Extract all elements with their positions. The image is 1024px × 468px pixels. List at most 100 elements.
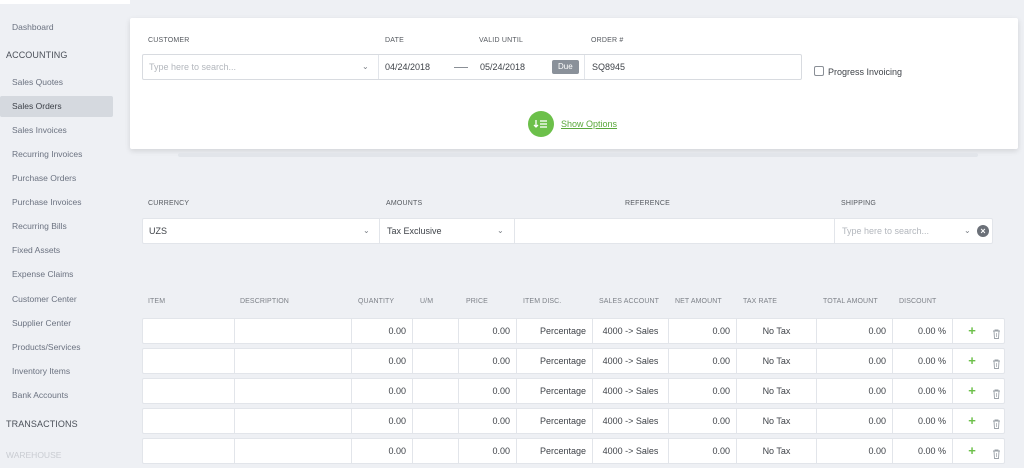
description-input[interactable] (235, 439, 352, 463)
sidebar-item-fixed-assets[interactable]: Fixed Assets (12, 245, 61, 255)
sales-account-select[interactable]: 4000 -> Sales (593, 319, 669, 343)
um-input[interactable] (413, 349, 459, 373)
main-content: CUSTOMER DATE VALID UNTIL ORDER # Type h… (130, 0, 1024, 468)
item-input[interactable] (143, 319, 235, 343)
plus-icon[interactable]: + (968, 353, 976, 368)
description-input[interactable] (235, 319, 352, 343)
tax-rate-select[interactable]: No Tax (737, 379, 817, 403)
checkbox-box[interactable] (814, 66, 824, 76)
um-input[interactable] (413, 439, 459, 463)
sidebar-item-sales-invoices[interactable]: Sales Invoices (12, 125, 67, 135)
shipping-label: SHIPPING (841, 200, 877, 207)
sort-list-icon[interactable] (528, 111, 554, 137)
sidebar-item-supplier-center[interactable]: Supplier Center (12, 318, 72, 328)
discount-input[interactable]: 0.00 % (893, 349, 953, 373)
sidebar-item-purchase-orders[interactable]: Purchase Orders (12, 173, 77, 183)
reference-input[interactable] (521, 219, 831, 243)
discount-input[interactable]: 0.00 % (893, 319, 953, 343)
valid-until-input[interactable]: 05/24/2018 (480, 62, 526, 72)
col-header-quantity: QUANTITY (358, 298, 395, 305)
item-input[interactable] (143, 349, 235, 373)
sidebar-item-dashboard[interactable]: Dashboard (12, 22, 54, 32)
discount-input[interactable]: 0.00 % (893, 439, 953, 463)
order-number-input[interactable]: SQ8945 (592, 62, 626, 72)
plus-icon[interactable]: + (968, 323, 976, 338)
tax-rate-select[interactable]: No Tax (737, 349, 817, 373)
shipping-search-input[interactable]: Type here to search... (842, 226, 930, 236)
chevron-down-icon[interactable]: ⌄ (362, 62, 369, 71)
quantity-input[interactable]: 0.00 (352, 379, 413, 403)
quantity-input[interactable]: 0.00 (352, 319, 413, 343)
plus-icon[interactable]: + (968, 383, 976, 398)
description-input[interactable] (235, 409, 352, 433)
item-input[interactable] (143, 379, 235, 403)
trash-icon[interactable] (992, 356, 1001, 369)
quantity-input[interactable]: 0.00 (352, 439, 413, 463)
um-input[interactable] (413, 409, 459, 433)
item-disc-select[interactable]: Percentage (517, 319, 593, 343)
sidebar-heading-accounting[interactable]: ACCOUNTING (6, 50, 68, 60)
currency-label: CURRENCY (148, 200, 190, 207)
chevron-down-icon[interactable]: ⌄ (497, 226, 504, 235)
sidebar-item-expense-claims[interactable]: Expense Claims (12, 269, 74, 279)
trash-icon[interactable] (992, 386, 1001, 399)
trash-icon[interactable] (992, 326, 1001, 339)
progress-invoicing-checkbox[interactable]: Progress Invoicing (814, 66, 902, 77)
sidebar-item-sales-quotes[interactable]: Sales Quotes (12, 77, 64, 87)
plus-icon[interactable]: + (968, 413, 976, 428)
price-input[interactable]: 0.00 (459, 409, 517, 433)
sales-account-select[interactable]: 4000 -> Sales (593, 439, 669, 463)
item-input[interactable] (143, 409, 235, 433)
sidebar-item-customer-center[interactable]: Customer Center (12, 294, 77, 304)
sidebar-item-sales-orders[interactable]: Sales Orders (0, 96, 113, 117)
chevron-down-icon[interactable]: ⌄ (964, 226, 971, 235)
discount-input[interactable]: 0.00 % (893, 379, 953, 403)
sidebar-item-recurring-invoices[interactable]: Recurring Invoices (12, 149, 83, 159)
plus-icon[interactable]: + (968, 443, 976, 458)
clear-icon[interactable]: × (977, 225, 989, 237)
sales-account-select[interactable]: 4000 -> Sales (593, 349, 669, 373)
item-disc-select[interactable]: Percentage (517, 439, 593, 463)
top-strip (0, 0, 130, 4)
quantity-input[interactable]: 0.00 (352, 409, 413, 433)
col-header-sales-account: SALES ACCOUNT (599, 298, 660, 305)
sidebar-heading-transactions[interactable]: TRANSACTIONS (6, 419, 78, 429)
sidebar-item-bank-accounts[interactable]: Bank Accounts (12, 390, 69, 400)
currency-select[interactable]: UZS (149, 226, 167, 236)
discount-input[interactable]: 0.00 % (893, 409, 953, 433)
trash-icon[interactable] (992, 446, 1001, 459)
price-input[interactable]: 0.00 (459, 379, 517, 403)
show-options-link[interactable]: Show Options (561, 119, 618, 129)
item-disc-select[interactable]: Percentage (517, 349, 593, 373)
item-disc-select[interactable]: Percentage (517, 379, 593, 403)
due-badge[interactable]: Due (552, 60, 579, 74)
quantity-input[interactable]: 0.00 (352, 349, 413, 373)
description-input[interactable] (235, 379, 352, 403)
sidebar-item-purchase-invoices[interactable]: Purchase Invoices (12, 197, 82, 207)
item-disc-select[interactable]: Percentage (517, 409, 593, 433)
description-input[interactable] (235, 349, 352, 373)
sidebar-heading-warehouse[interactable]: WAREHOUSE (6, 450, 62, 460)
trash-icon[interactable] (992, 416, 1001, 429)
um-input[interactable] (413, 319, 459, 343)
date-label: DATE (385, 37, 404, 44)
sidebar-item-products-services[interactable]: Products/Services (12, 342, 81, 352)
tax-rate-select[interactable]: No Tax (737, 319, 817, 343)
divider (584, 55, 585, 79)
price-input[interactable]: 0.00 (459, 439, 517, 463)
amounts-select[interactable]: Tax Exclusive (387, 226, 442, 236)
tax-rate-select[interactable]: No Tax (737, 439, 817, 463)
sidebar-item-inventory-items[interactable]: Inventory Items (12, 366, 71, 376)
customer-search-input[interactable]: Type here to search... (149, 62, 237, 72)
sales-account-select[interactable]: 4000 -> Sales (593, 409, 669, 433)
tax-rate-select[interactable]: No Tax (737, 409, 817, 433)
sidebar-item-recurring-bills[interactable]: Recurring Bills (12, 221, 67, 231)
um-input[interactable] (413, 379, 459, 403)
net-amount-value: 0.00 (669, 349, 737, 373)
price-input[interactable]: 0.00 (459, 349, 517, 373)
item-input[interactable] (143, 439, 235, 463)
chevron-down-icon[interactable]: ⌄ (363, 226, 370, 235)
sales-account-select[interactable]: 4000 -> Sales (593, 379, 669, 403)
date-input[interactable]: 04/24/2018 (385, 62, 431, 72)
price-input[interactable]: 0.00 (459, 319, 517, 343)
